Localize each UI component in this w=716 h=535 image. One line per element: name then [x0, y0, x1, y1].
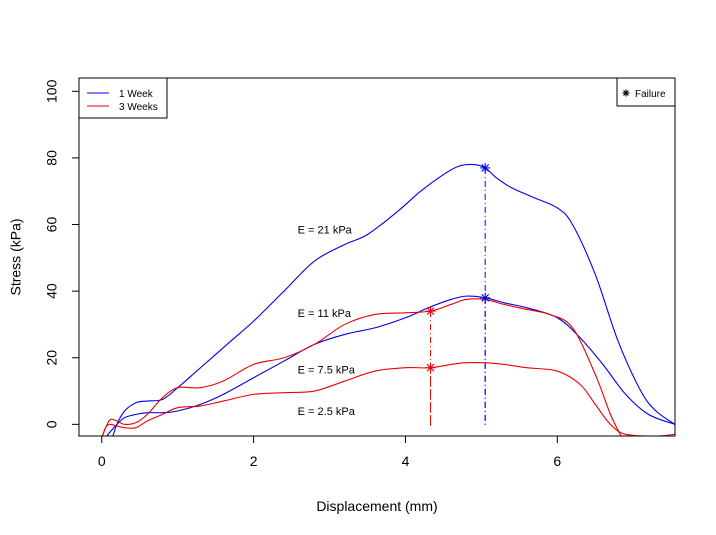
x-tick-label-2: 2: [250, 453, 258, 469]
annotation-e-11-kpa: E = 11 kPa: [298, 308, 352, 320]
y-tick-label-20: 20: [44, 350, 60, 366]
x-axis-title: Displacement (mm): [316, 498, 437, 514]
annotation-e-7-5-kpa: E = 7.5 kPa: [298, 364, 356, 376]
plot-frame: [78, 77, 676, 437]
legend-label-failure: Failure: [635, 89, 666, 100]
series-line-e-11-kpa: [106, 295, 675, 436]
failure-marker-3: [425, 306, 436, 317]
y-axis-title: Stress (kPa): [8, 218, 24, 295]
x-tick-label-4: 4: [402, 453, 410, 469]
y-tick-label-60: 60: [44, 217, 60, 233]
x-tick-label-0: 0: [98, 453, 106, 469]
annotation-e-2-5-kpa: E = 2.5 kPa: [298, 406, 356, 418]
failure-droplines: [430, 167, 486, 428]
legend-label-3-weeks: 3 Weeks: [119, 102, 158, 113]
y-axis: 0 20 40 60 80 100: [44, 79, 80, 428]
y-tick-label-0: 0: [44, 420, 60, 428]
failure-marker-2: [480, 292, 491, 303]
series-line-e-21-kpa: [112, 163, 675, 436]
failure-markers: [425, 162, 491, 373]
legend-failure: Failure: [616, 77, 676, 107]
annotation-e-21-kpa: E = 21 kPa: [298, 225, 353, 237]
legend-age: 1 Week 3 Weeks: [78, 77, 168, 119]
y-tick-label-100: 100: [44, 79, 60, 103]
series-lines: [101, 163, 675, 436]
legend-box: [78, 77, 168, 119]
x-axis: 0 2 4 6: [98, 435, 561, 469]
y-tick-label-80: 80: [44, 150, 60, 166]
y-tick-label-40: 40: [44, 283, 60, 299]
failure-marker-4: [425, 362, 436, 373]
modulus-annotations: E = 21 kPa E = 11 kPa E = 7.5 kPa E = 2.5 k…: [298, 225, 356, 418]
series-line-e-2-5-kpa: [101, 361, 675, 436]
legend-label-1-week: 1 Week: [119, 89, 154, 100]
x-tick-label-6: 6: [553, 453, 561, 469]
failure-symbol-icon: [622, 89, 630, 97]
series-line-e-7-5-kpa: [101, 298, 622, 436]
failure-marker-1: [480, 162, 491, 173]
